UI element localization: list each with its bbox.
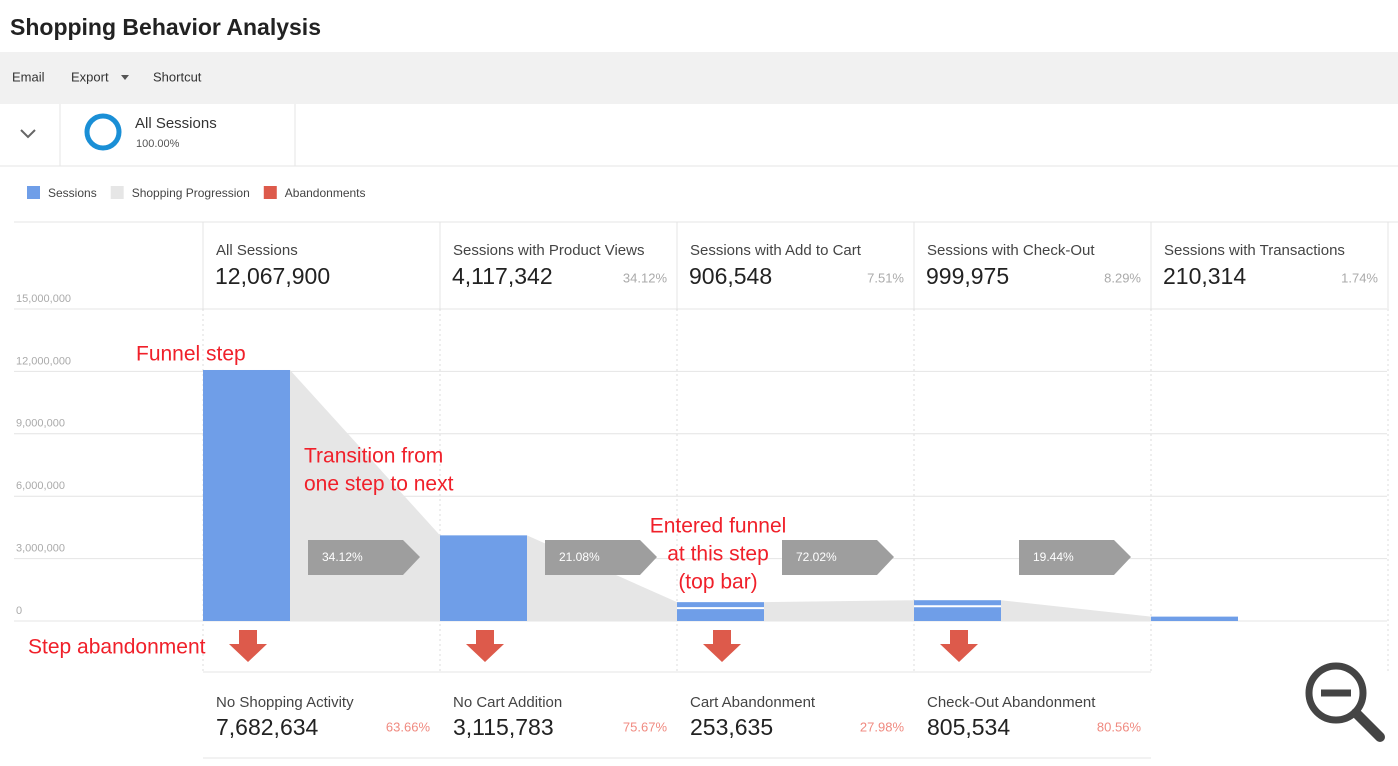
annotation: at this step bbox=[667, 543, 769, 566]
step-percent: 8.29% bbox=[1104, 270, 1141, 285]
step-name: Sessions with Check-Out bbox=[927, 242, 1095, 259]
legend-label: Abandonments bbox=[285, 186, 366, 200]
step-value: 4,117,342 bbox=[452, 263, 553, 289]
toolbar bbox=[0, 52, 1398, 104]
step-percent: 7.51% bbox=[867, 270, 904, 285]
y-tick-label: 0 bbox=[16, 605, 22, 617]
abandon-value: 253,635 bbox=[690, 714, 773, 740]
abandon-percent: 75.67% bbox=[623, 719, 668, 734]
annotation: one step to next bbox=[304, 473, 454, 496]
step-value: 12,067,900 bbox=[215, 263, 330, 289]
step-percent: 1.74% bbox=[1341, 270, 1378, 285]
step-value: 999,975 bbox=[926, 263, 1009, 289]
transition-arrow bbox=[782, 540, 894, 575]
step-name: Sessions with Product Views bbox=[453, 242, 644, 259]
legend-label: Shopping Progression bbox=[132, 186, 250, 200]
abandon-percent: 63.66% bbox=[386, 719, 431, 734]
segment-name[interactable]: All Sessions bbox=[135, 115, 217, 132]
abandon-value: 7,682,634 bbox=[216, 714, 319, 740]
abandon-arrow bbox=[229, 630, 267, 662]
legend-swatch bbox=[27, 186, 40, 199]
legend-swatch bbox=[263, 186, 277, 199]
abandon-arrow bbox=[940, 630, 978, 662]
progression-shape bbox=[764, 600, 914, 621]
zoom-icon[interactable] bbox=[1305, 662, 1385, 742]
annotation: Entered funnel bbox=[650, 515, 787, 538]
step-name: All Sessions bbox=[216, 242, 298, 259]
bar bbox=[1151, 616, 1238, 621]
step-name: Sessions with Transactions bbox=[1164, 242, 1345, 259]
legend-swatch bbox=[110, 186, 124, 199]
transition-label: 34.12% bbox=[322, 550, 363, 564]
abandon-name: No Shopping Activity bbox=[216, 694, 354, 711]
dropdown-caret bbox=[121, 75, 129, 80]
y-tick-label: 9,000,000 bbox=[16, 418, 65, 430]
toolbar-button[interactable]: Email bbox=[12, 69, 45, 84]
abandon-arrow bbox=[703, 630, 741, 662]
transition-label: 72.02% bbox=[796, 550, 837, 564]
step-name: Sessions with Add to Cart bbox=[690, 242, 862, 259]
progression-shape bbox=[1001, 600, 1151, 621]
transition-arrow bbox=[308, 540, 420, 575]
bar bbox=[440, 535, 527, 621]
annotation: Funnel step bbox=[136, 343, 246, 366]
abandon-percent: 80.56% bbox=[1097, 719, 1142, 734]
abandon-name: Cart Abandonment bbox=[690, 694, 816, 711]
abandon-arrow bbox=[466, 630, 504, 662]
y-tick-label: 15,000,000 bbox=[16, 293, 71, 305]
step-value: 906,548 bbox=[689, 263, 772, 289]
transition-label: 21.08% bbox=[559, 550, 600, 564]
bar bbox=[203, 369, 290, 621]
bar bbox=[914, 600, 1001, 621]
annotation: (top bar) bbox=[678, 571, 757, 594]
page-title: Shopping Behavior Analysis bbox=[10, 14, 321, 40]
legend-label: Sessions bbox=[48, 186, 97, 200]
segment-bar bbox=[0, 104, 1398, 166]
annotation: Transition from bbox=[304, 445, 443, 468]
y-tick-label: 6,000,000 bbox=[16, 480, 65, 492]
annotation: Step abandonment bbox=[28, 636, 206, 659]
y-tick-label: 12,000,000 bbox=[16, 355, 71, 367]
step-value: 210,314 bbox=[1163, 263, 1246, 289]
abandon-name: No Cart Addition bbox=[453, 694, 562, 711]
bar bbox=[677, 602, 764, 621]
abandon-name: Check-Out Abandonment bbox=[927, 694, 1096, 711]
toolbar-button[interactable]: Shortcut bbox=[153, 69, 202, 84]
collapse-icon[interactable] bbox=[20, 129, 36, 139]
abandon-value: 805,534 bbox=[927, 714, 1010, 740]
transition-arrow bbox=[1019, 540, 1131, 575]
step-percent: 34.12% bbox=[623, 270, 668, 285]
abandon-value: 3,115,783 bbox=[453, 714, 554, 740]
segment-icon bbox=[84, 113, 122, 151]
segment-percent: 100.00% bbox=[136, 138, 180, 150]
abandon-percent: 27.98% bbox=[860, 719, 905, 734]
toolbar-button[interactable]: Export bbox=[71, 69, 109, 84]
transition-arrow bbox=[545, 540, 657, 575]
transition-label: 19.44% bbox=[1033, 550, 1074, 564]
y-tick-label: 3,000,000 bbox=[16, 543, 65, 555]
